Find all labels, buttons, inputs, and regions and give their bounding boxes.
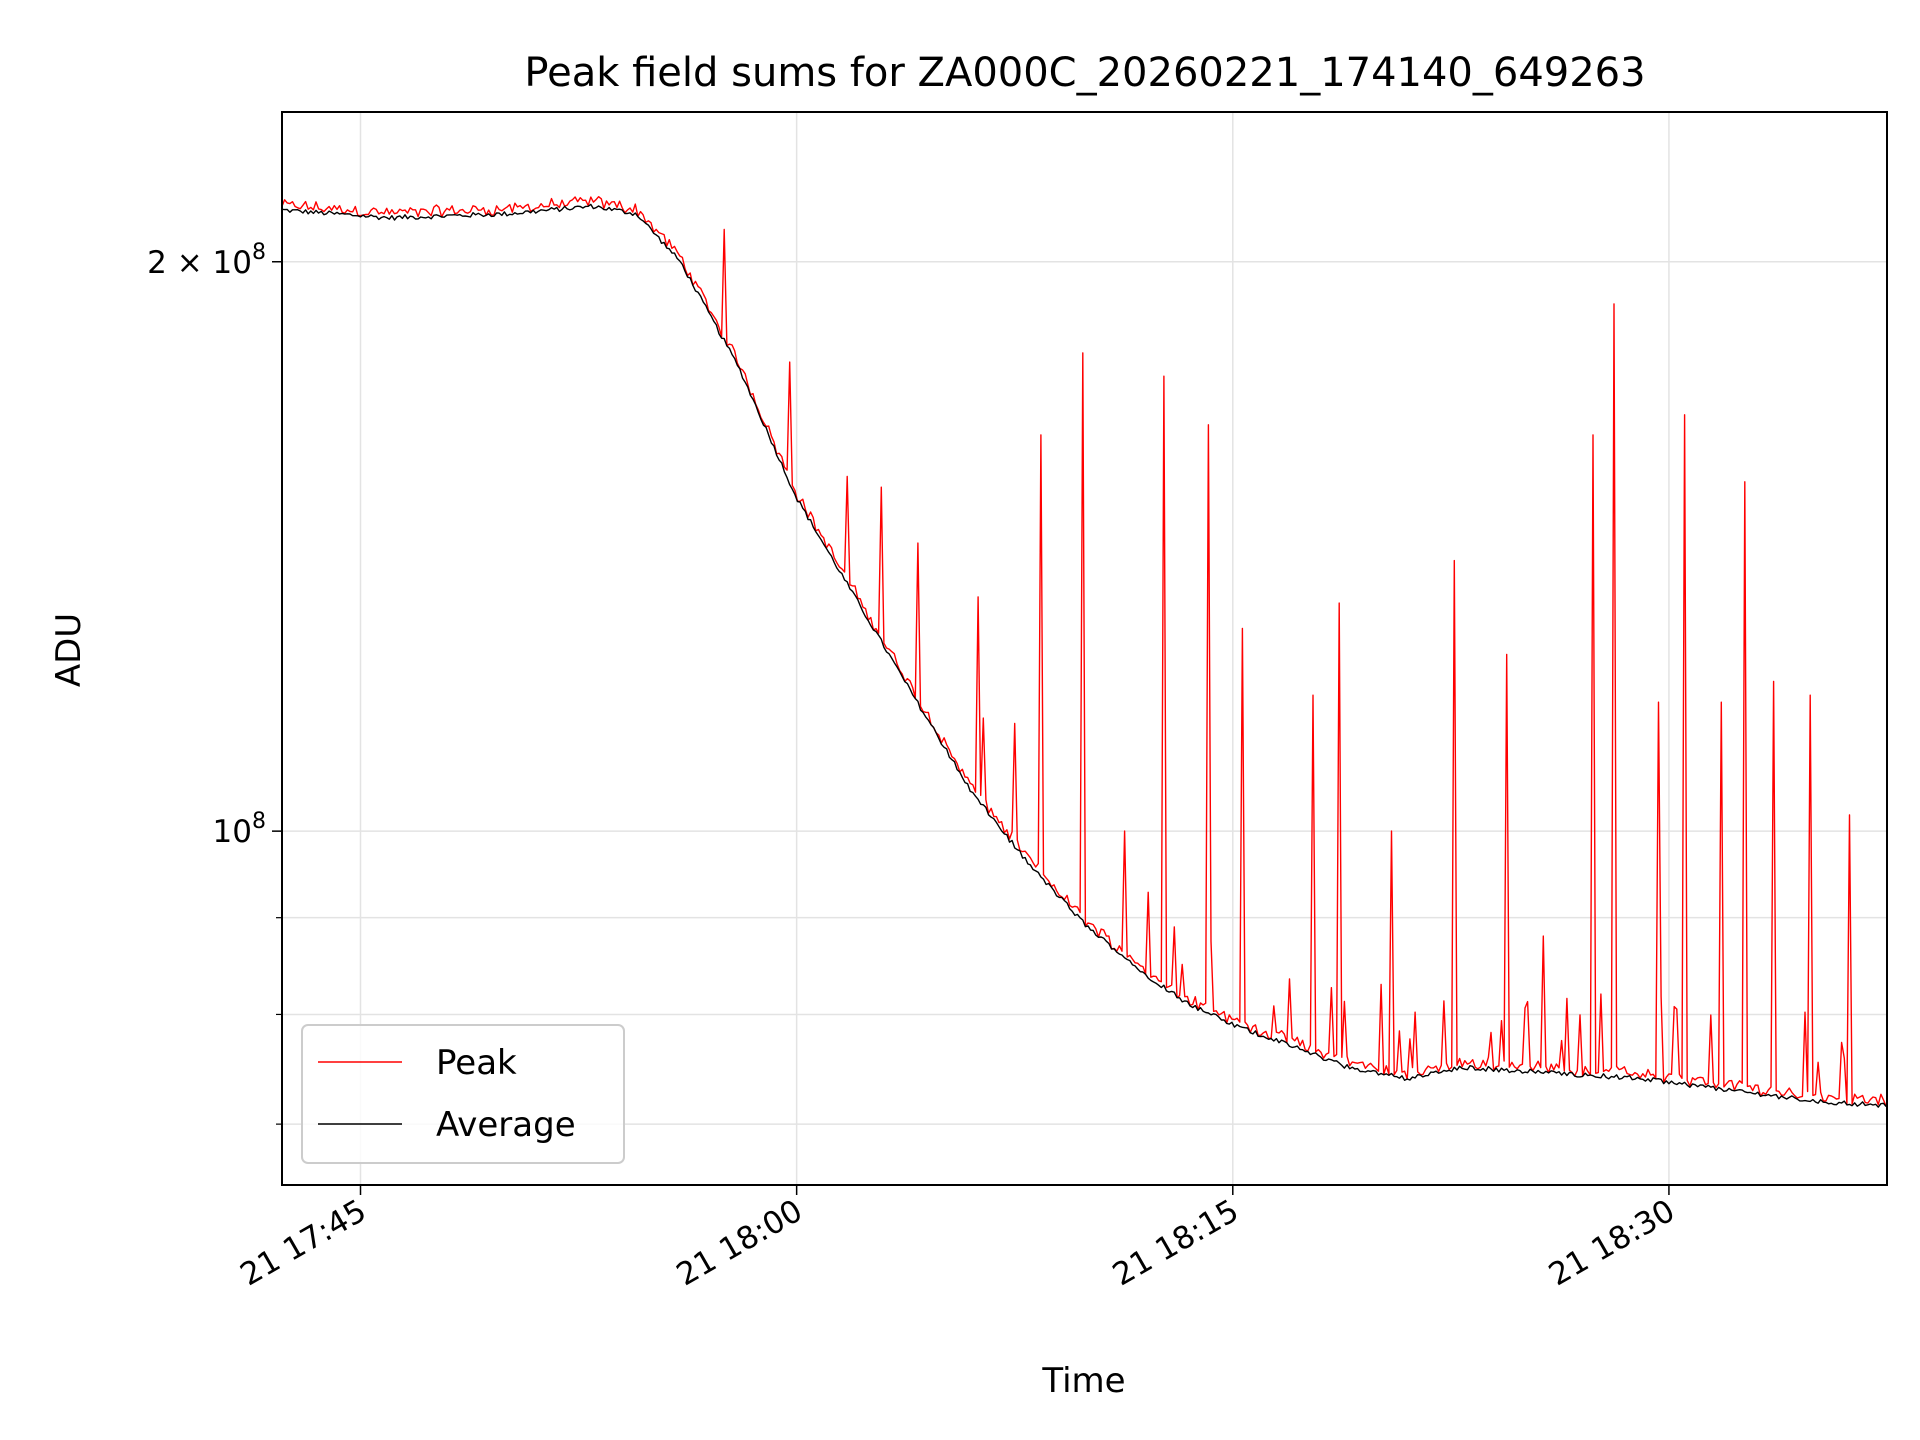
y-tick-label: 2 × 108 <box>147 240 266 281</box>
y-tick-label: 108 <box>213 809 266 850</box>
legend-box <box>301 1024 625 1164</box>
y-tick-base: 10 <box>213 814 252 850</box>
legend: Peak Average <box>301 1024 625 1164</box>
y-axis-label: ADU <box>49 613 89 687</box>
chart-title: Peak field sums for ZA000C_20260221_1741… <box>524 50 1645 96</box>
x-axis-label: Time <box>1041 1361 1125 1401</box>
y-tick-times: × <box>167 245 213 281</box>
plot-frame <box>281 111 1888 1186</box>
series-layer <box>282 196 1887 1108</box>
series-average-line <box>282 203 1887 1108</box>
y-tick-mantissa: 2 <box>147 245 167 281</box>
y-tick-exponent: 8 <box>252 240 266 265</box>
series-peak-line <box>282 196 1887 1107</box>
y-tick-exponent: 8 <box>252 809 266 834</box>
legend-average-label: Average <box>436 1105 576 1145</box>
legend-peak-label: Peak <box>436 1043 517 1083</box>
y-tick-base: 10 <box>213 245 252 281</box>
